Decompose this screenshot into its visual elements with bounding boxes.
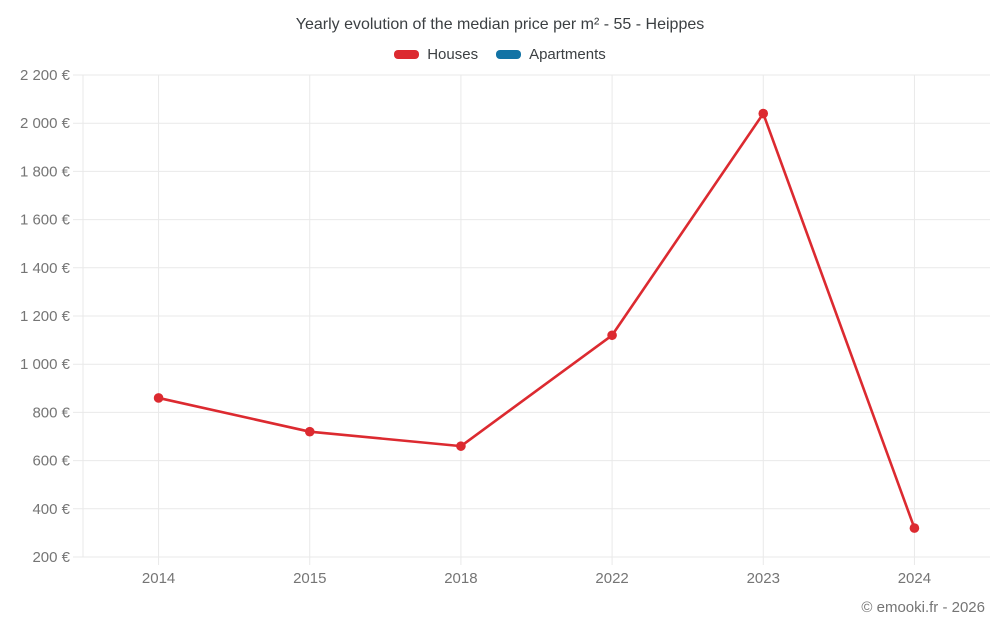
y-tick-label: 1 400 € [20,260,71,277]
legend-label: Apartments [529,46,606,63]
y-tick-label: 1 200 € [20,308,71,325]
chart-title: Yearly evolution of the median price per… [295,16,705,33]
chart-legend: Houses Apartments [0,46,1000,63]
legend-swatch-icon [394,50,420,59]
legend-swatch-icon [496,50,522,59]
data-point-houses[interactable] [909,523,920,533]
data-point-houses[interactable] [607,330,617,341]
data-point-houses[interactable] [153,393,164,403]
y-tick-label: 2 200 € [20,67,71,84]
y-tick-label: 200 € [32,549,70,566]
legend-label: Houses [427,46,479,63]
x-tick-label: 2018 [444,570,477,587]
data-point-houses[interactable] [758,108,769,119]
y-tick-label: 800 € [32,404,70,421]
y-tick-label: 2 000 € [20,115,71,132]
series-line-houses [158,112,916,529]
x-tick-label: 2024 [898,570,931,587]
y-tick-label: 400 € [32,501,70,518]
x-tick-label: 2022 [595,570,628,587]
data-point-houses[interactable] [456,441,466,451]
x-tick-label: 2014 [142,570,175,587]
legend-item-apartments[interactable]: Apartments [496,46,606,63]
x-tick-label: 2015 [293,570,326,587]
legend-item-houses[interactable]: Houses [394,46,478,63]
x-tick-label: 2023 [747,570,780,587]
y-tick-label: 1 000 € [20,356,71,373]
y-tick-label: 1 600 € [20,212,71,229]
y-tick-label: 600 € [32,453,70,470]
watermark-copyright: © emooki.fr - 2026 [861,599,985,616]
y-tick-label: 1 800 € [20,163,71,180]
data-point-houses[interactable] [304,426,315,437]
